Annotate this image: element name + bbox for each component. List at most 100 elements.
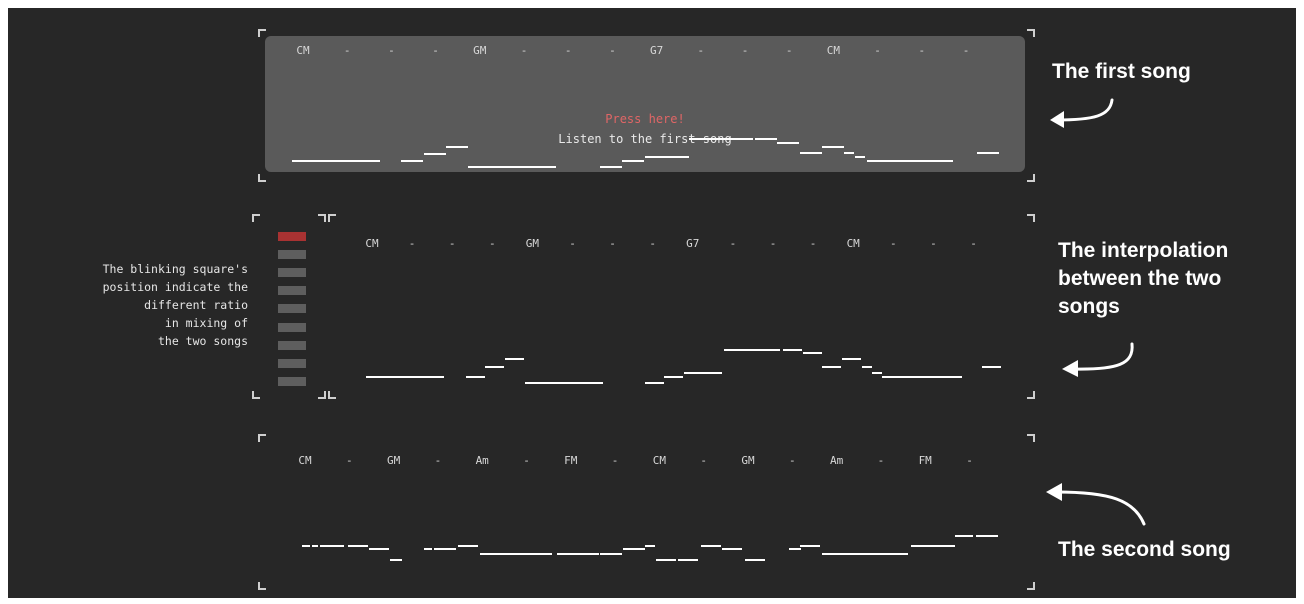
frame-corner-tl: [328, 214, 336, 222]
ratio-square[interactable]: [278, 340, 306, 350]
note-segment: [842, 358, 861, 360]
note-segment: [645, 382, 664, 384]
note-segment: [656, 559, 676, 561]
chord-label: -: [520, 44, 528, 57]
note-segment: [789, 548, 801, 550]
note-segment: [600, 166, 622, 168]
note-segment: [525, 382, 603, 384]
chord-label: -: [609, 44, 616, 57]
chord-label: -: [809, 237, 817, 250]
note-segment: [844, 152, 854, 154]
chord-label: GM: [741, 454, 755, 467]
note-segment: [976, 535, 998, 537]
note-segment: [320, 545, 326, 547]
frame-corner-tr: [318, 214, 326, 222]
ratio-square[interactable]: [278, 286, 306, 296]
chord-label: -: [729, 237, 737, 250]
note-segment: [777, 142, 799, 144]
frame-corner-br: [1027, 174, 1035, 182]
frame-corner-br: [1027, 582, 1035, 590]
note-segment: [872, 372, 882, 374]
note-segment: [348, 545, 368, 547]
note-segment: [867, 160, 953, 162]
chord-label: -: [930, 237, 937, 250]
note-segment: [882, 376, 962, 378]
ratio-square[interactable]: [278, 250, 306, 260]
note-segment: [466, 376, 485, 378]
chord-label: -: [970, 237, 977, 250]
chord-label: Am: [829, 454, 844, 467]
note-segment: [292, 160, 380, 162]
note-segment: [911, 545, 955, 547]
second-song-annotation: The second song: [1058, 538, 1231, 561]
press-here-label: Press here!: [605, 112, 685, 126]
chord-label: -: [448, 237, 456, 250]
chord-label: G7: [649, 44, 664, 57]
note-segment: [701, 545, 721, 547]
ratio-square[interactable]: [278, 268, 306, 278]
note-segment: [955, 535, 973, 537]
chord-label: -: [697, 44, 705, 57]
chord-label: -: [874, 44, 881, 57]
frame-corner-tr: [1027, 434, 1035, 442]
chord-label: CM: [846, 237, 860, 250]
chord-label: -: [785, 44, 793, 57]
active-ratio-square[interactable]: [278, 232, 306, 241]
chord-label: CM: [298, 454, 312, 467]
note-segment: [684, 372, 722, 374]
chord-label: -: [523, 454, 530, 467]
note-segment: [401, 160, 423, 162]
note-segment: [803, 352, 822, 354]
ratio-square[interactable]: [278, 376, 306, 386]
chord-label: -: [345, 454, 353, 467]
note-segment: [689, 138, 753, 140]
chord-label: GM: [525, 237, 540, 250]
note-segment: [312, 545, 318, 547]
ratio-description: The blinking square's position indicate …: [102, 262, 248, 348]
note-segment: [623, 548, 645, 550]
note-segment: [755, 138, 777, 140]
chord-label: -: [343, 44, 351, 57]
note-segment: [480, 553, 552, 555]
chord-label: -: [769, 237, 777, 250]
note-segment: [458, 545, 478, 547]
note-segment: [800, 545, 820, 547]
note-segment: [369, 548, 389, 550]
note-segment: [722, 548, 742, 550]
curved-arrow-icon: [1062, 342, 1134, 377]
chord-label: -: [388, 44, 395, 57]
note-segment: [664, 376, 683, 378]
frame-corner-tl: [252, 214, 260, 222]
frame-corner-tl: [258, 29, 266, 37]
note-segment: [424, 153, 446, 155]
note-segment: [982, 366, 1001, 368]
chord-label: FM: [918, 454, 932, 467]
chord-label: GM: [386, 454, 401, 467]
frame-corner-tr: [1027, 29, 1035, 37]
ratio-square[interactable]: [278, 322, 306, 332]
note-segment: [434, 548, 440, 550]
chord-label: GM: [473, 44, 487, 57]
curved-arrow-icon: [1046, 483, 1146, 526]
ratio-square[interactable]: [278, 358, 306, 368]
chord-label: -: [741, 44, 749, 57]
chord-label: CM: [365, 237, 379, 250]
chord-label: -: [434, 454, 442, 467]
note-segment: [302, 545, 310, 547]
chord-label: -: [488, 237, 496, 250]
chord-label: CM: [652, 454, 667, 467]
ratio-square[interactable]: [278, 304, 306, 314]
chord-label: -: [918, 44, 926, 57]
chord-label: -: [611, 454, 619, 467]
play-first-song-button[interactable]: CM - - - GM - - - G7 - - - CM - - - Press here! Listen …: [265, 36, 1025, 172]
first-song-annotation: The first song: [1052, 60, 1191, 83]
chord-label: CM: [826, 44, 841, 57]
note-segment: [645, 156, 689, 158]
chord-label: FM: [564, 454, 578, 467]
note-segment: [822, 366, 841, 368]
note-segment: [446, 146, 468, 148]
note-segment: [600, 553, 622, 555]
chord-label: G7: [686, 237, 700, 250]
chord-label: -: [432, 44, 439, 57]
interpolation-annotation: The interpolation between the two songs: [1058, 239, 1229, 318]
